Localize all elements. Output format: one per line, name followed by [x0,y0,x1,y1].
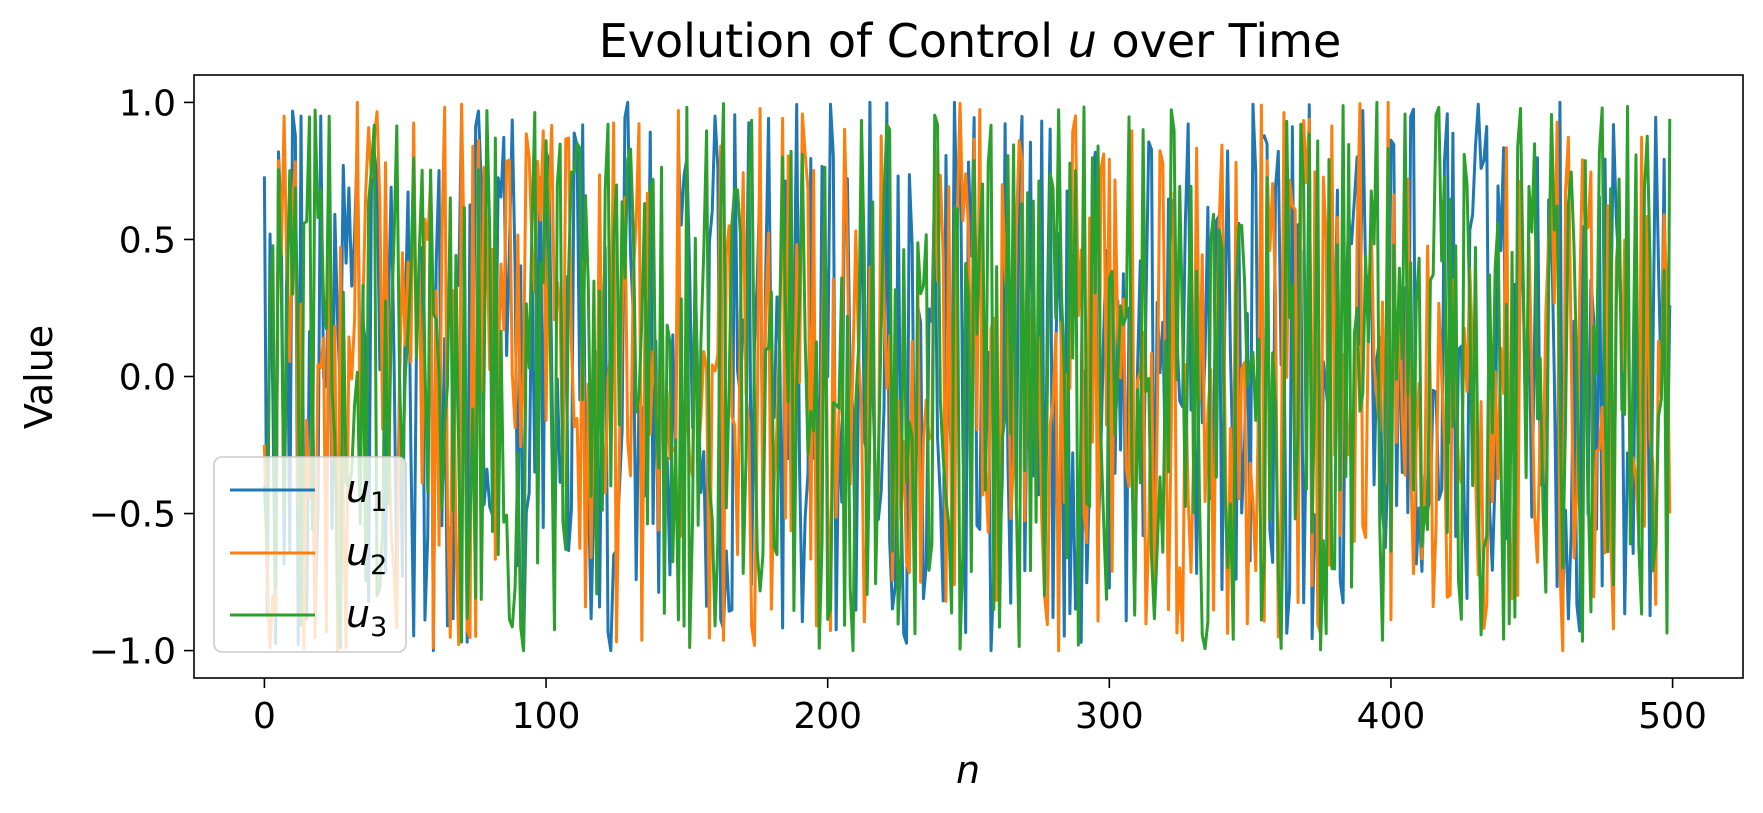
y-tick-label: −1.0 [89,632,176,673]
legend-label-u2: u2 [346,530,387,581]
x-tick-label: 500 [1638,696,1707,737]
y-axis-ticks: 1.0 0.5 0.0 −0.5 −1.0 [89,83,194,673]
series-line-u3 [262,100,1672,653]
x-axis-label: n [956,748,980,792]
x-axis-ticks: 0 100 200 300 400 500 [253,678,1707,737]
x-tick-label: 200 [793,696,862,737]
y-axis-label: Value [17,325,61,429]
legend-label-u3: u3 [346,592,387,643]
x-tick-label: 100 [512,696,581,737]
x-tick-label: 400 [1357,696,1426,737]
series-line-u1 [262,100,1672,653]
x-tick-label: 300 [1075,696,1144,737]
legend: u1 u2 u3 [213,456,407,653]
x-tick-label: 0 [253,696,276,737]
legend-items: u1 u2 u3 [230,467,387,643]
y-tick-label: 0.5 [119,220,176,261]
series-layer [262,100,1672,653]
chart-title: Evolution of Control u over Time [599,14,1342,68]
y-tick-label: 0.0 [119,358,176,399]
legend-label-u1: u1 [346,467,387,518]
y-tick-label: 1.0 [119,83,176,124]
y-tick-label: −0.5 [89,495,176,536]
series-line-u2 [262,100,1672,653]
